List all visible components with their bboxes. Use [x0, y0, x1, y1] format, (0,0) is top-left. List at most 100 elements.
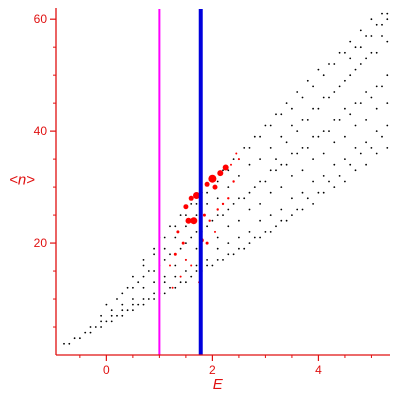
data-point — [365, 35, 367, 37]
data-point — [312, 180, 314, 183]
data-point — [365, 91, 367, 93]
data-point — [386, 40, 389, 43]
data-point — [248, 163, 251, 166]
data-point — [375, 85, 378, 88]
data-point — [344, 135, 346, 138]
data-point — [359, 63, 362, 65]
data-point — [153, 247, 156, 250]
data-point — [317, 135, 320, 138]
data-point — [338, 85, 341, 88]
highlight-point — [188, 195, 194, 201]
data-point — [248, 242, 251, 245]
data-point — [269, 231, 272, 233]
data-point — [291, 197, 293, 200]
data-point — [248, 231, 251, 233]
data-point — [100, 314, 102, 317]
data-point — [301, 191, 304, 194]
data-point — [253, 135, 256, 138]
highlight-point — [169, 264, 171, 267]
data-point — [275, 113, 277, 116]
highlight-point — [173, 252, 177, 256]
data-point — [153, 281, 156, 284]
data-point — [269, 191, 272, 194]
data-point — [344, 79, 346, 82]
data-point — [142, 275, 145, 278]
data-point — [344, 51, 346, 54]
data-point — [386, 124, 389, 127]
data-point — [291, 107, 293, 110]
data-point — [100, 320, 102, 323]
data-point — [291, 152, 293, 155]
data-point — [132, 303, 134, 306]
tick-marks — [50, 18, 372, 361]
data-point — [301, 169, 304, 172]
data-point — [386, 102, 389, 104]
y-tick-label: 40 — [34, 124, 48, 138]
data-point — [116, 298, 118, 300]
data-point — [222, 169, 224, 172]
data-point — [328, 180, 330, 183]
highlight-point — [235, 152, 238, 155]
data-point — [306, 147, 309, 149]
points-layer — [63, 12, 389, 345]
data-point — [381, 135, 383, 138]
data-point — [296, 208, 299, 211]
data-point — [174, 236, 177, 239]
data-point — [344, 107, 346, 110]
data-point — [375, 152, 378, 155]
data-point — [79, 337, 81, 340]
data-point — [285, 163, 288, 166]
data-point — [110, 309, 113, 312]
data-point — [269, 147, 272, 149]
y-axis-label: <n> — [9, 171, 35, 188]
data-point — [370, 18, 373, 21]
data-point — [354, 46, 357, 49]
data-point — [216, 180, 219, 183]
data-point — [227, 242, 230, 245]
data-point — [285, 219, 288, 222]
data-point — [370, 147, 373, 149]
highlight-point — [190, 264, 193, 267]
data-point — [227, 186, 230, 189]
data-point — [291, 214, 293, 217]
data-point — [322, 175, 325, 177]
highlight-point — [204, 181, 210, 187]
highlight-point — [171, 286, 174, 289]
data-point — [195, 203, 198, 205]
data-point — [370, 35, 373, 37]
data-point — [264, 124, 267, 127]
data-point — [275, 225, 277, 228]
data-point — [216, 214, 219, 217]
data-point — [147, 270, 150, 272]
data-point — [333, 119, 336, 121]
data-point — [174, 286, 177, 289]
data-point — [169, 225, 171, 228]
data-point — [89, 326, 92, 328]
highlight-point — [208, 174, 217, 183]
data-point — [216, 247, 219, 250]
data-point — [322, 130, 325, 133]
data-point — [179, 281, 182, 284]
data-point — [322, 74, 325, 77]
data-point — [153, 298, 156, 300]
data-point — [105, 303, 108, 306]
data-point — [306, 79, 309, 82]
data-point — [238, 236, 240, 239]
data-point — [132, 298, 134, 300]
data-point — [259, 180, 261, 183]
data-point — [126, 286, 129, 289]
data-point — [285, 141, 288, 144]
data-point — [206, 259, 209, 261]
data-point — [243, 247, 246, 250]
data-point — [275, 158, 277, 161]
data-point — [126, 309, 129, 312]
data-point — [147, 298, 150, 300]
data-point — [291, 124, 293, 127]
data-point — [185, 225, 187, 228]
data-point — [370, 51, 373, 54]
data-point — [211, 219, 214, 222]
data-point — [142, 264, 145, 267]
data-point — [216, 259, 219, 261]
data-point — [185, 281, 187, 284]
data-point — [89, 331, 92, 334]
